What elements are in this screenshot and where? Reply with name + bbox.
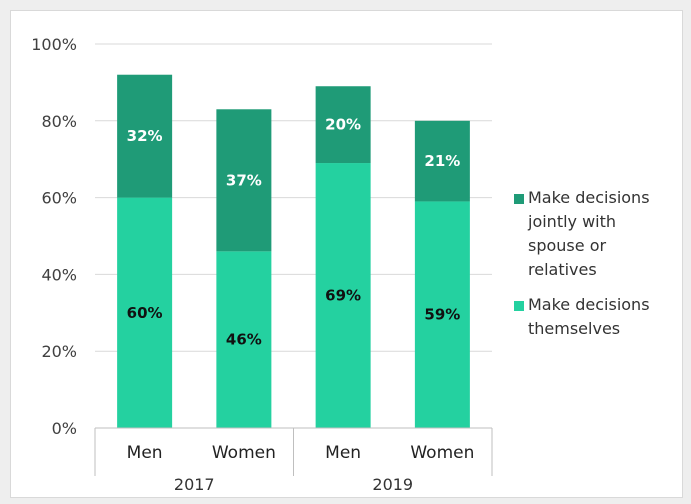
legend-swatch-jointly [514, 194, 524, 204]
bar-themselves [414, 201, 470, 428]
legend-label-jointly: spouse or [528, 236, 606, 255]
bar-themselves [315, 163, 371, 429]
bar-jointly [216, 109, 272, 252]
bar-jointly [414, 120, 470, 202]
bar-jointly [315, 86, 371, 164]
data-label-jointly: 37% [226, 171, 262, 189]
legend-label-themselves: themselves [528, 319, 620, 338]
data-label-themselves: 69% [325, 287, 361, 305]
data-label-jointly: 20% [325, 116, 361, 134]
legend-label-jointly: jointly with [527, 212, 616, 231]
legend-swatch-themselves [514, 301, 524, 311]
x-category-label: Men [127, 443, 163, 463]
y-tick-label: 80% [41, 112, 77, 131]
data-label-jointly: 21% [424, 152, 460, 170]
data-label-themselves: 60% [127, 304, 163, 322]
y-tick-label: 100% [31, 35, 77, 54]
data-label-jointly: 32% [127, 127, 163, 145]
y-tick-label: 20% [41, 342, 77, 361]
y-tick-label: 40% [41, 265, 77, 284]
bar-themselves [117, 197, 173, 428]
y-tick-label: 60% [41, 189, 77, 208]
legend-label-jointly: Make decisions [528, 188, 650, 207]
legend-label-jointly: relatives [528, 260, 597, 279]
bar-jointly [117, 74, 173, 198]
y-tick-label: 0% [52, 419, 77, 438]
x-category-label: Women [212, 443, 276, 463]
x-group-label: 2017 [174, 475, 215, 494]
x-category-label: Women [410, 443, 474, 463]
bar-themselves [216, 251, 272, 428]
x-category-label: Men [325, 443, 361, 463]
data-label-themselves: 59% [424, 306, 460, 324]
legend-label-themselves: Make decisions [528, 295, 650, 314]
x-group-label: 2019 [372, 475, 413, 494]
data-label-themselves: 46% [226, 331, 262, 349]
